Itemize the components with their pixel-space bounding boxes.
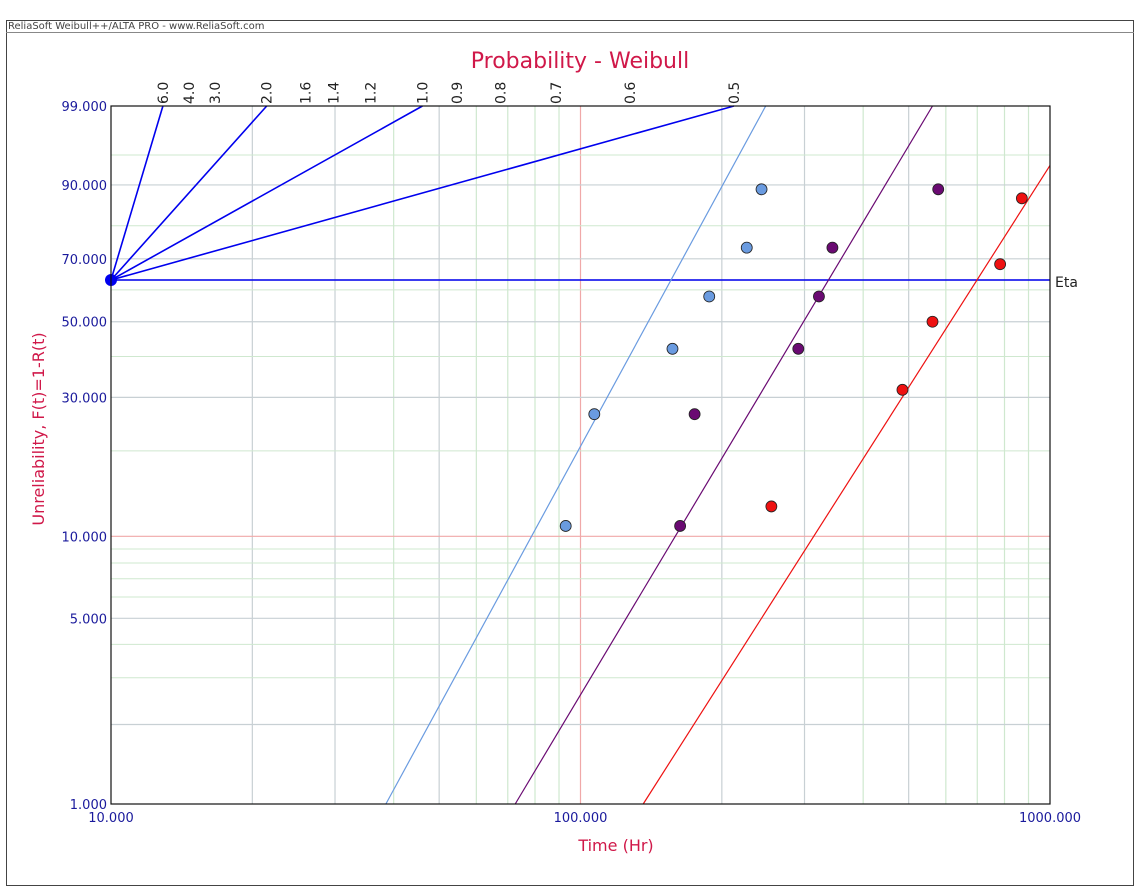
header-divider xyxy=(6,32,1134,33)
data-point-series-3 xyxy=(896,383,909,396)
y-axis-label: Unreliability, F(t)=1-R(t) xyxy=(29,332,48,525)
data-point-series-2 xyxy=(813,290,825,303)
data-point-series-3 xyxy=(1015,192,1028,205)
y-tick-label: 90.000 xyxy=(62,179,108,194)
beta-label: 0.5 xyxy=(727,82,743,104)
beta-label: 0.7 xyxy=(549,82,565,104)
x-tick-label: 10.000 xyxy=(88,811,134,826)
y-tick-label: 1.000 xyxy=(70,798,107,813)
fit-line-2 xyxy=(514,105,934,805)
fit-lines xyxy=(385,105,1051,805)
beta-label: 1.2 xyxy=(364,82,380,104)
eta-label: Eta xyxy=(1055,275,1078,291)
y-tick-label: 5.000 xyxy=(70,612,107,627)
beta-label: 3.0 xyxy=(208,82,224,104)
data-point-series-3 xyxy=(765,500,778,513)
data-point-series-1 xyxy=(740,241,753,254)
app-banner: ReliaSoft Weibull++/ALTA PRO - www.Relia… xyxy=(8,21,265,32)
beta-label: 0.8 xyxy=(493,82,509,104)
axes: 10.000 100.000 1000.000 1.000 5.000 10.000 30.… xyxy=(62,100,1082,826)
x-tick-label: 100.000 xyxy=(554,811,608,826)
data-points xyxy=(559,183,1028,532)
beta-label: 2.0 xyxy=(260,82,276,104)
data-point-series-2 xyxy=(826,241,839,254)
grid xyxy=(111,106,1050,804)
x-tick-label: 1000.000 xyxy=(1019,811,1081,826)
beta-scale: 6.0 4.0 3.0 2.0 1.6 1.4 1.2 1.0 0.9 0.8 0.7 0.6 0.5 xyxy=(105,82,1050,287)
data-point-series-1 xyxy=(666,342,679,355)
data-point-series-3 xyxy=(926,315,939,328)
data-point-series-1 xyxy=(559,520,572,532)
beta-label: 0.6 xyxy=(623,82,639,104)
fit-line-1 xyxy=(385,105,767,805)
data-point-series-2 xyxy=(932,183,945,196)
beta-line xyxy=(110,105,268,281)
beta-label: 1.0 xyxy=(415,82,431,104)
data-point-series-2 xyxy=(688,408,701,421)
beta-label: 1.4 xyxy=(326,82,342,104)
y-tick-label: 99.000 xyxy=(62,100,108,115)
beta-line xyxy=(110,105,735,281)
x-axis-label: Time (Hr) xyxy=(577,836,653,855)
data-point-series-2 xyxy=(792,342,805,355)
beta-label: 6.0 xyxy=(156,82,172,104)
y-tick-label: 50.000 xyxy=(62,316,108,331)
data-point-series-2 xyxy=(674,520,687,532)
beta-label: 1.6 xyxy=(299,82,315,104)
data-point-series-1 xyxy=(703,290,716,303)
fit-line-3 xyxy=(642,165,1051,805)
data-point-series-3 xyxy=(994,258,1007,271)
beta-label: 0.9 xyxy=(450,82,466,104)
chart-title: Probability - Weibull xyxy=(471,49,689,74)
y-tick-label: 30.000 xyxy=(62,391,108,406)
y-tick-label: 70.000 xyxy=(62,253,108,268)
beta-label: 4.0 xyxy=(182,82,198,104)
data-point-series-1 xyxy=(588,408,601,421)
beta-line xyxy=(110,105,164,281)
data-point-series-1 xyxy=(755,183,768,196)
y-tick-label: 10.000 xyxy=(62,530,108,545)
plot-area-border xyxy=(110,105,1051,805)
beta-line xyxy=(110,105,423,281)
